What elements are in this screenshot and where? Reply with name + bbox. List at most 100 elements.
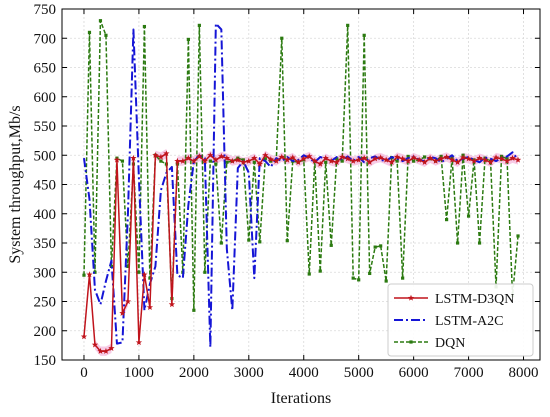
- dqn-point: [516, 234, 520, 238]
- lstm-d3qn-point: [492, 154, 500, 161]
- lstm-d3qn-point: [86, 271, 93, 278]
- dqn-point: [335, 157, 339, 161]
- lstm-d3qn-point: [399, 155, 406, 162]
- x-tick-label: 0: [80, 365, 88, 381]
- lstm-d3qn-point: [256, 160, 263, 167]
- dqn-point: [142, 24, 147, 29]
- lstm-d3qn-point: [383, 156, 390, 163]
- dqn-point: [373, 245, 377, 249]
- lstm-d3qn-point: [394, 153, 401, 160]
- dqn-point: [148, 276, 152, 280]
- lstm-d3qn-point: [443, 153, 450, 160]
- axis-ticks: 0 1000 2000 3000 4000 5000 6000 7000 8000 150 200 2…: [34, 2, 540, 381]
- y-tick-label: 250: [34, 295, 57, 311]
- lstm-d3qn-point: [201, 157, 208, 164]
- dqn-point: [423, 155, 427, 159]
- lstm-d3qn-point: [108, 345, 115, 351]
- dqn-point: [477, 241, 482, 245]
- legend-marker-lstm-d3qn: [407, 294, 415, 301]
- dqn-point: [252, 160, 256, 164]
- dqn-point: [384, 279, 388, 283]
- dqn-point: [466, 214, 471, 218]
- lstm-d3qn-point: [372, 155, 379, 162]
- legend-label-lstm-d3qn: LSTM-D3QN: [435, 292, 514, 307]
- dqn-point: [346, 23, 350, 27]
- x-axis-label: Iterations: [271, 390, 331, 407]
- lstm-d3qn-point: [339, 153, 346, 160]
- lstm-d3qn-point: [262, 151, 269, 158]
- lstm-d3qn-point: [102, 347, 110, 354]
- lstm-d3qn-point: [229, 157, 236, 164]
- lstm-d3qn-point: [185, 154, 192, 161]
- lstm-d3qn-point: [366, 158, 373, 165]
- lstm-d3qn-point: [245, 157, 252, 164]
- lstm-d3qn-point: [157, 153, 165, 160]
- lstm-d3qn-point: [350, 157, 357, 164]
- lstm-d3qn-point: [476, 154, 483, 161]
- x-tick-label: 3000: [234, 365, 264, 381]
- y-tick-label: 450: [34, 178, 57, 194]
- legend-box: [387, 283, 534, 357]
- y-tick-label: 500: [34, 148, 57, 164]
- x-tick-label: 6000: [399, 365, 429, 381]
- dqn-point: [412, 159, 416, 163]
- legend-label-lstm-a2c: LSTM-A2C: [435, 314, 503, 329]
- y-tick-label: 200: [34, 324, 57, 340]
- lstm-d3qn-point: [146, 304, 154, 311]
- x-tick-label: 8000: [509, 365, 539, 381]
- dqn-point: [285, 239, 289, 243]
- lstm-d3qn-point: [404, 157, 412, 164]
- lstm-d3qn-point: [179, 157, 187, 164]
- lstm-d3qn-point: [124, 298, 132, 305]
- lstm-d3qn-point: [322, 154, 329, 161]
- lstm-d3qn-point: [119, 309, 126, 316]
- series-lines: [80, 19, 522, 354]
- lstm-d3qn-point: [168, 301, 176, 308]
- lstm-d3qn-point: [498, 155, 505, 162]
- lstm-d3qn-point: [113, 156, 121, 163]
- dqn-point: [87, 30, 92, 34]
- y-tick-label: 150: [34, 353, 57, 369]
- lstm-d3qn-point: [410, 154, 417, 161]
- dqn-point: [263, 157, 267, 161]
- legend-marker-dqn: [409, 340, 413, 344]
- lstm-d3qn-point: [317, 160, 324, 167]
- x-tick-label: 2000: [179, 365, 209, 381]
- series-lstm-d3qn: [80, 150, 522, 354]
- lstm-d3qn-point: [426, 154, 434, 161]
- dqn-point: [395, 159, 399, 163]
- y-tick-label: 350: [34, 236, 57, 252]
- dqn-point: [137, 270, 141, 274]
- dqn-point: [329, 243, 333, 247]
- x-tick-label: 4000: [289, 365, 319, 381]
- lstm-d3qn-point: [509, 154, 516, 161]
- dqn-point: [401, 276, 405, 280]
- lstm-d3qn-point: [421, 158, 428, 165]
- lstm-d3qn-point: [487, 158, 494, 165]
- dqn-point: [357, 278, 361, 282]
- lstm-d3qn-point: [190, 157, 198, 164]
- dqn-point: [379, 244, 383, 248]
- dqn-point: [208, 159, 212, 163]
- lstm-d3qn-point: [212, 156, 219, 163]
- lstm-d3qn-point: [223, 154, 230, 161]
- dqn-point: [214, 162, 218, 166]
- dqn-point: [368, 271, 372, 276]
- dqn-point: [203, 270, 207, 274]
- lstm-d3qn-point: [196, 153, 203, 160]
- dqn-point: [318, 269, 322, 273]
- dqn-point: [351, 276, 355, 280]
- dqn-point: [98, 19, 103, 23]
- dqn-point: [159, 159, 163, 163]
- lstm-d3qn-point: [130, 154, 137, 161]
- dqn-point: [126, 264, 130, 268]
- lstm-d3qn-point: [135, 339, 143, 346]
- y-tick-label: 400: [34, 207, 57, 223]
- lstm-d3qn-point: [514, 156, 522, 163]
- dqn-point: [280, 36, 284, 40]
- legend: LSTM-D3QN LSTM-A2C DQN: [387, 283, 534, 357]
- dqn-point: [104, 33, 108, 37]
- lstm-d3qn-point: [97, 347, 104, 354]
